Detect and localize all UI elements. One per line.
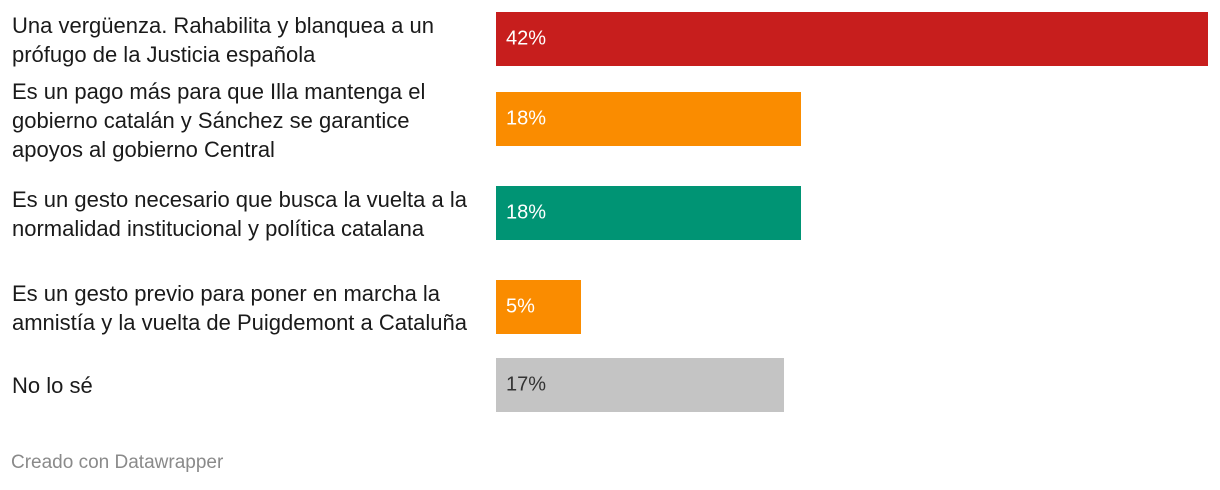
category-label: Es un gesto previo para poner en marcha …	[12, 281, 467, 335]
bar: 42%	[496, 12, 1208, 66]
datawrapper-credit[interactable]: Creado con Datawrapper	[11, 452, 224, 473]
category-label: No lo sé	[12, 372, 93, 398]
bar: 18%	[496, 186, 801, 240]
category-label: Una vergüenza. Rahabilita y blanquea a u…	[12, 13, 434, 67]
bar-value-label: 42%	[506, 27, 547, 50]
category-label: Es un gesto necesario que busca la vuelt…	[12, 187, 467, 241]
bar-value-label: 18%	[506, 201, 547, 224]
bar-value-label: 17%	[506, 373, 547, 396]
bar: 18%	[496, 92, 801, 146]
bar: 17%	[496, 358, 784, 412]
bar-value-label: 5%	[506, 295, 535, 318]
category-label: Es un pago más para que Illa mantenga el…	[12, 78, 426, 162]
bar-value-label: 18%	[506, 107, 547, 130]
bar: 5%	[496, 280, 581, 334]
